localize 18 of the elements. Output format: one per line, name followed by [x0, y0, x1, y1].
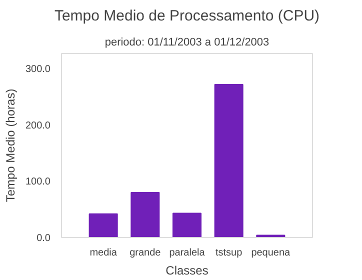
x-tick-label: paralela — [169, 248, 206, 258]
x-axis-title: Classes — [166, 264, 208, 278]
bar — [130, 192, 160, 238]
x-tick-label: tstsup — [215, 248, 243, 258]
bar — [214, 84, 244, 238]
x-tick-label: pequena — [251, 248, 291, 258]
x-tick-label: media — [90, 248, 118, 258]
y-tick-label: 100.0 — [25, 176, 51, 188]
y-tick-label: 300.0 — [25, 64, 51, 76]
bar — [256, 234, 286, 238]
bar — [88, 213, 118, 238]
y-tick-label: 0.0 — [36, 233, 51, 244]
y-axis-title: Tempo Medio (horas) — [3, 88, 18, 202]
chart-title: Tempo Medio de Processamento (CPU) — [54, 8, 320, 24]
y-tick-label: 200.0 — [25, 120, 51, 132]
chart-subtitle: periodo: 01/11/2003 a 01/12/2003 — [104, 36, 270, 48]
bar — [172, 212, 202, 238]
x-tick-label: grande — [130, 248, 162, 258]
